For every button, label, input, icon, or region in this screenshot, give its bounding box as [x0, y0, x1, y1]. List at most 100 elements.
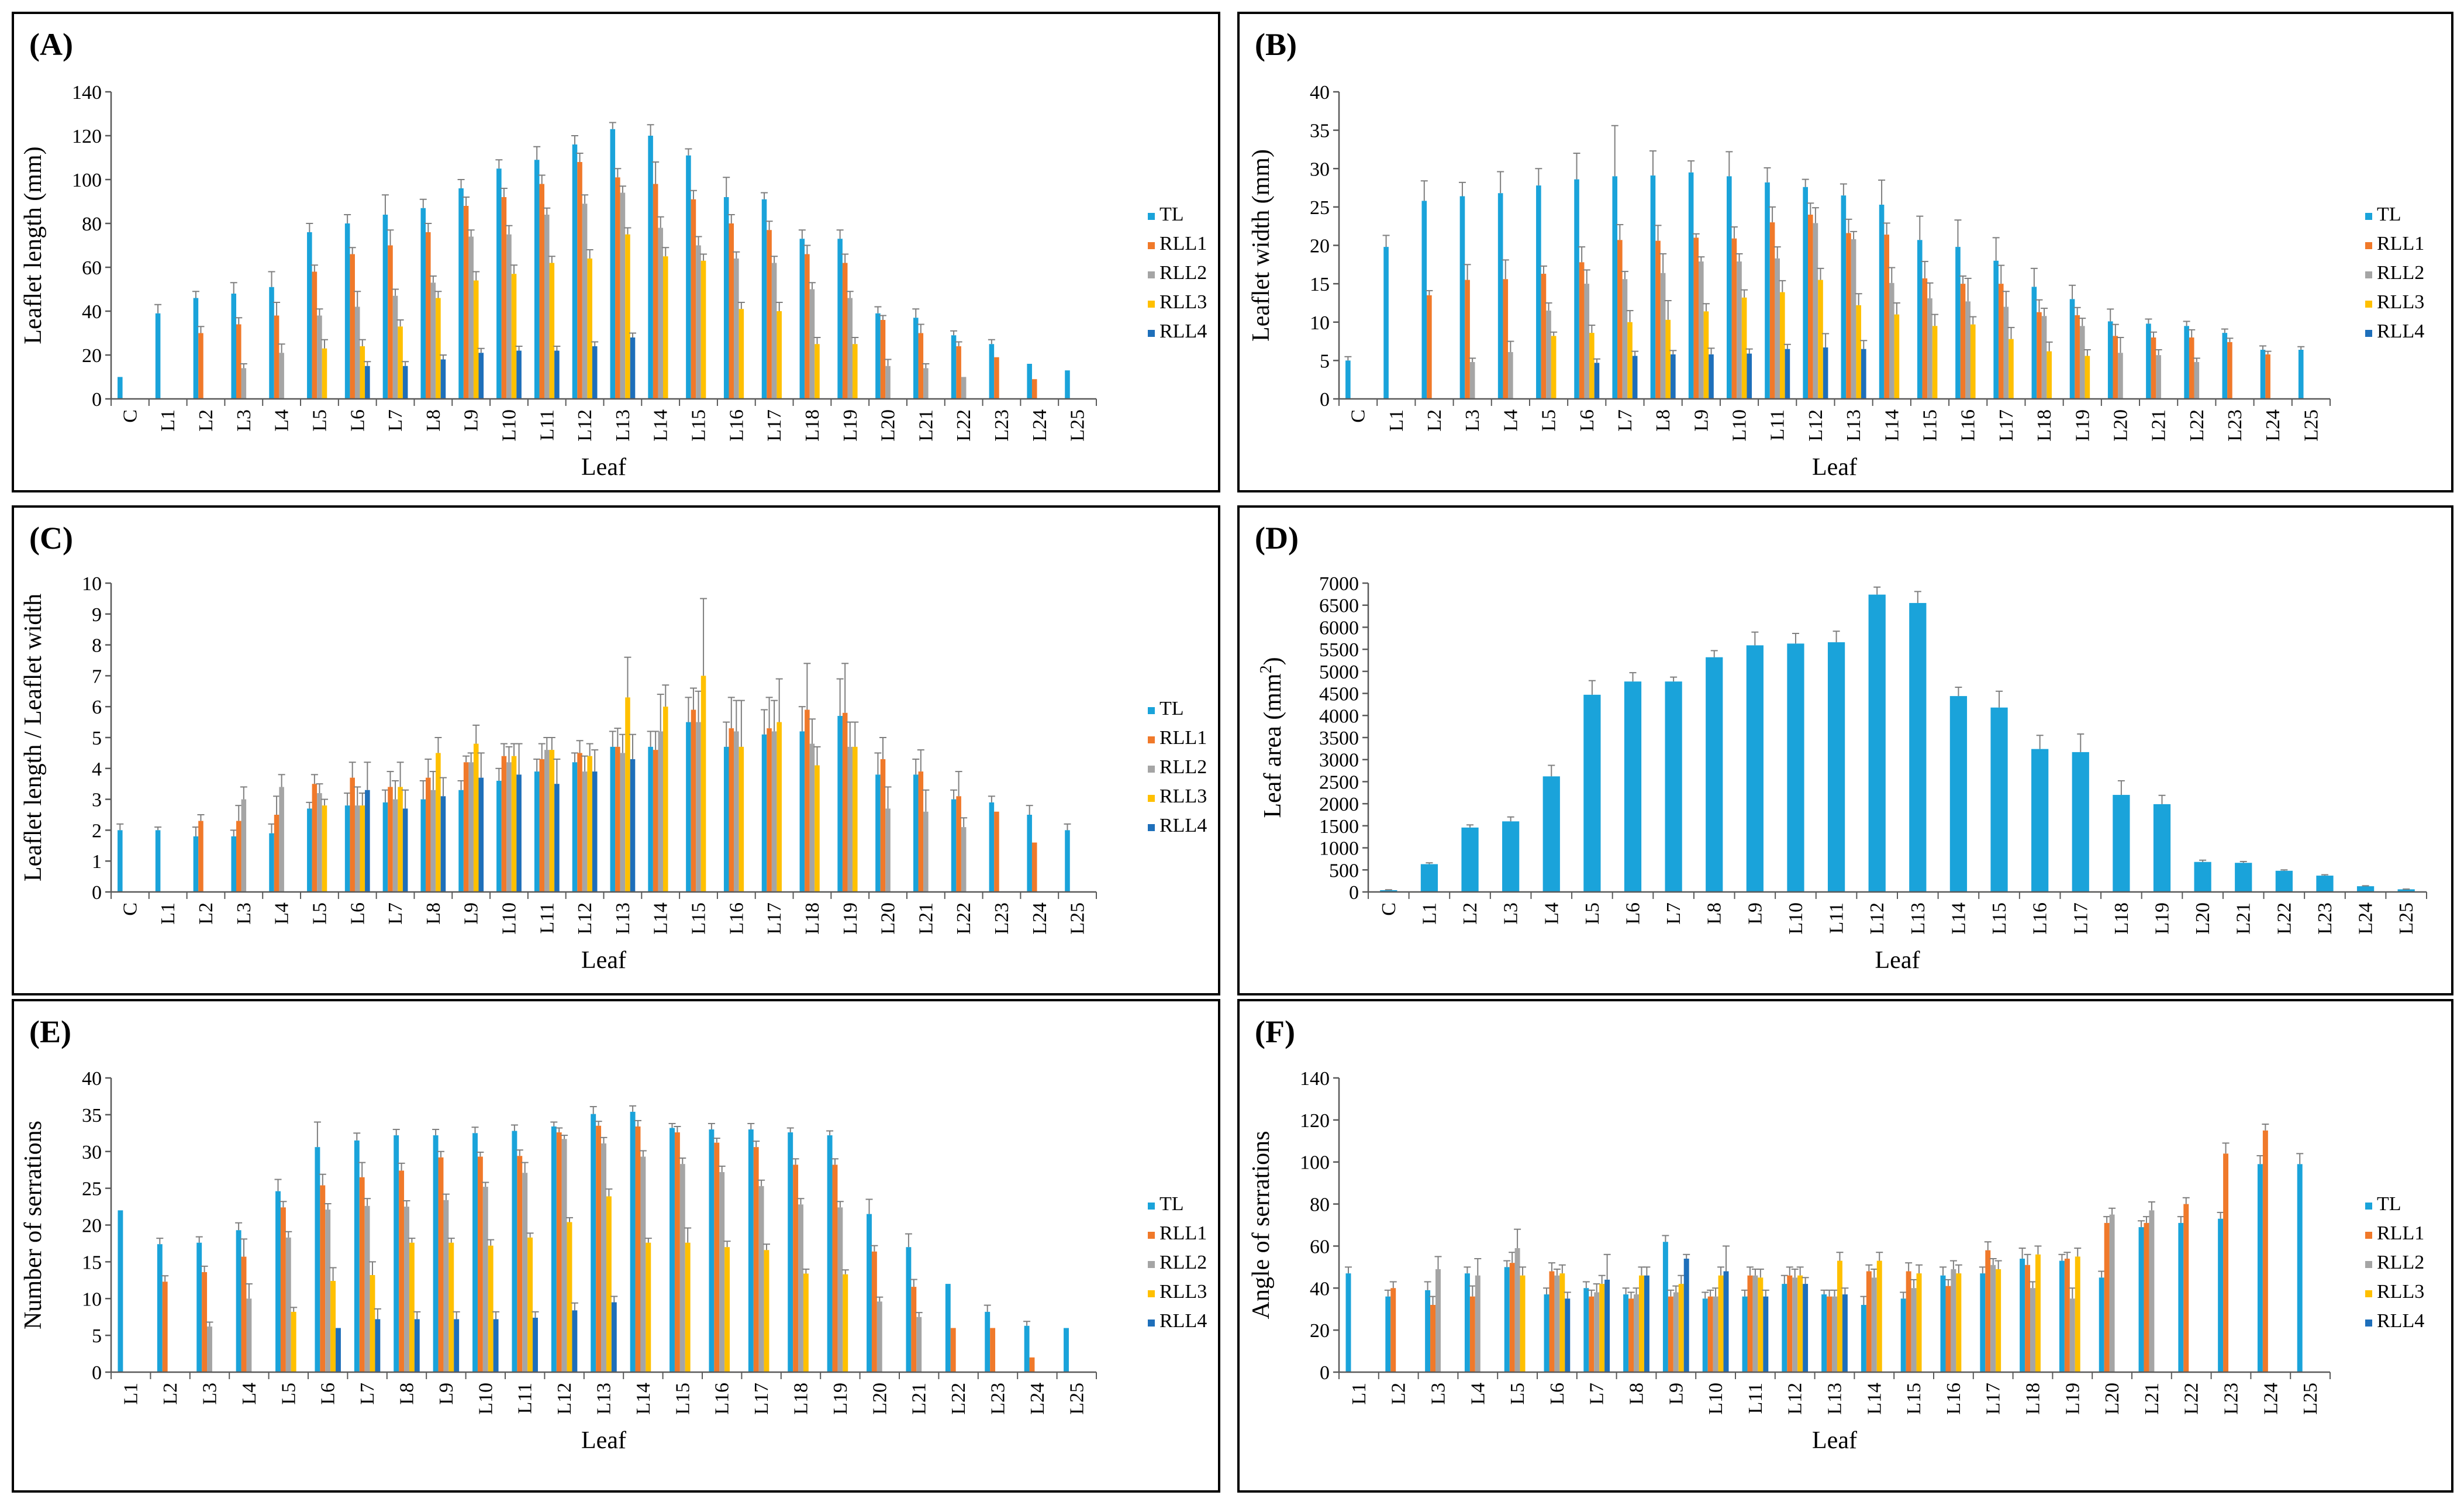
- bar-tl-l12: [572, 762, 578, 892]
- x-tick-label: L16: [1943, 1383, 1965, 1415]
- legend-label-rll4: RLL4: [1159, 321, 1207, 342]
- bar-tl-l2: [193, 836, 199, 892]
- legend-swatch-rll3: [1148, 795, 1155, 802]
- bar-rll2-l21: [2156, 355, 2161, 399]
- legend-swatch-rll1: [1148, 736, 1155, 743]
- y-tick-label: 3000: [1319, 750, 1359, 771]
- bar-rll3-l19: [843, 1274, 848, 1372]
- bar-tl-l18: [799, 731, 805, 892]
- bar-rll4-l10: [493, 1319, 499, 1372]
- x-tick-label: L3: [199, 1383, 221, 1405]
- y-tick-label: 6500: [1319, 595, 1359, 617]
- bar-tl-l25: [1065, 830, 1070, 892]
- bar-rll2-l4: [279, 787, 284, 892]
- x-tick-label: L25: [1067, 409, 1089, 442]
- bar-tl-l10: [1702, 1298, 1708, 1372]
- bar-tl-l6: [344, 805, 350, 892]
- x-tick-label: L13: [612, 902, 634, 935]
- bar-rll4-l13: [630, 337, 636, 399]
- x-tick-label: L24: [2260, 1383, 2282, 1415]
- bar-rll3-l16: [738, 309, 744, 399]
- x-tick-label: L25: [1066, 1383, 1088, 1415]
- panel-f: (F) 0 20 40 60 80 100 120 140 L1 L2 L3 L4 L5 L6 L7 L8 L9 L…: [1237, 999, 2453, 1493]
- bar-rll1-l17: [767, 230, 772, 399]
- bar-tl-l19: [2059, 1260, 2065, 1372]
- x-tick-label: L3: [233, 409, 255, 432]
- bar-rll2-l13: [620, 192, 626, 399]
- legend-swatch-tl: [1148, 1203, 1155, 1210]
- bar-tl-l15: [686, 155, 691, 399]
- bar-tl-l8: [420, 799, 426, 892]
- x-tick-label: L9: [461, 409, 482, 432]
- y-axis-title-end: ): [1259, 657, 1286, 665]
- bar-rll2-l11: [1775, 258, 1780, 399]
- bar-tl-l22: [951, 799, 957, 892]
- bar-rll3-l10: [511, 756, 517, 892]
- x-tick-label: L23: [2224, 409, 2246, 442]
- bar-rll4-l9: [478, 777, 484, 892]
- bar-rll2-l14: [658, 228, 663, 399]
- bar-rll2-l3: [241, 799, 247, 892]
- y-tick-label: 4: [92, 759, 102, 780]
- bar-rll4-l9: [454, 1319, 460, 1372]
- x-tick-label: L3: [1428, 1383, 1450, 1405]
- bar-rll4-l12: [592, 346, 598, 399]
- bar-rll1-l24: [1031, 379, 1037, 399]
- x-tick-label: L21: [2141, 1383, 2163, 1415]
- bar-tl-l22: [951, 335, 957, 399]
- bar-rll3-l5: [322, 348, 327, 399]
- bar-rll3-l10: [488, 1245, 494, 1372]
- bar-rll1-l5: [312, 784, 318, 892]
- y-tick-label: 1000: [1319, 838, 1359, 860]
- x-tick-label: L22: [2186, 409, 2208, 442]
- bar-rll3-l17: [777, 722, 782, 892]
- bar-rll4-l8: [1644, 1275, 1649, 1372]
- y-tick-label: 0: [92, 1362, 102, 1384]
- bar-rll1-l21: [918, 333, 924, 399]
- legend-label-rll4: RLL4: [2377, 321, 2424, 342]
- x-tick-label: L18: [2111, 902, 2132, 935]
- bar-rll4-l9: [1683, 1258, 1689, 1372]
- bar-rll2-l20: [885, 808, 891, 892]
- bar-tl-l9: [433, 1135, 439, 1372]
- x-tick-label: L4: [271, 409, 293, 432]
- x-tick-label: L2: [195, 902, 217, 925]
- bar-rll1-l9: [438, 1157, 444, 1372]
- bar-rll2-l13: [601, 1143, 606, 1372]
- bar-rll4-l13: [1842, 1294, 1848, 1372]
- y-axis-title: Number of serrations: [20, 1121, 47, 1329]
- x-tick-label: L14: [633, 1383, 654, 1415]
- bar-tl-l7: [1583, 1288, 1589, 1372]
- bar-tl-l17: [748, 1129, 754, 1372]
- legend-swatch-rll1: [1148, 242, 1155, 249]
- bar-rll4-l10: [1723, 1271, 1729, 1372]
- panel-b: (B) 0 5 10 15 20 25 30 35 40 C L1 L2 L3 L4 L5 L6 L7 L8 L9 L1…: [1237, 12, 2453, 492]
- legend-label-rll1: RLL1: [2377, 1222, 2424, 1244]
- bar-rll1-l4: [1503, 279, 1509, 399]
- legend-label-rll4: RLL4: [1159, 1310, 1207, 1332]
- bar-rll3-l9: [473, 743, 479, 892]
- x-tick-label: L23: [2221, 1383, 2242, 1415]
- bar-rll4-l12: [592, 771, 598, 892]
- y-tick-label: 60: [82, 257, 102, 279]
- x-tick-label: L4: [1500, 409, 1521, 432]
- bar-rll2-l19: [2069, 1298, 2075, 1372]
- bar-rll3-l19: [853, 746, 858, 892]
- bar-tl-l22: [2178, 1222, 2184, 1372]
- bar-rll1-l7: [388, 245, 393, 399]
- bar-rll1-l4: [241, 1256, 247, 1372]
- bar-tl-l24: [1024, 1325, 1030, 1372]
- bar-rll3-l19: [853, 344, 858, 399]
- bar-rll1-l21: [2151, 337, 2156, 399]
- bar-rll4-l6: [1594, 363, 1600, 399]
- bar-rll3-l6: [360, 805, 365, 892]
- bar-rll1-l9: [1668, 1296, 1673, 1372]
- bar-rll2-l22: [961, 827, 967, 892]
- x-tick-label: L14: [650, 409, 672, 442]
- bar-tl-l21: [2235, 863, 2252, 892]
- bar-rll2-l4: [1508, 352, 1513, 399]
- bar-rll4-l11: [533, 1317, 538, 1372]
- legend-swatch-tl: [1148, 213, 1155, 220]
- bar-tl-l16: [723, 197, 729, 399]
